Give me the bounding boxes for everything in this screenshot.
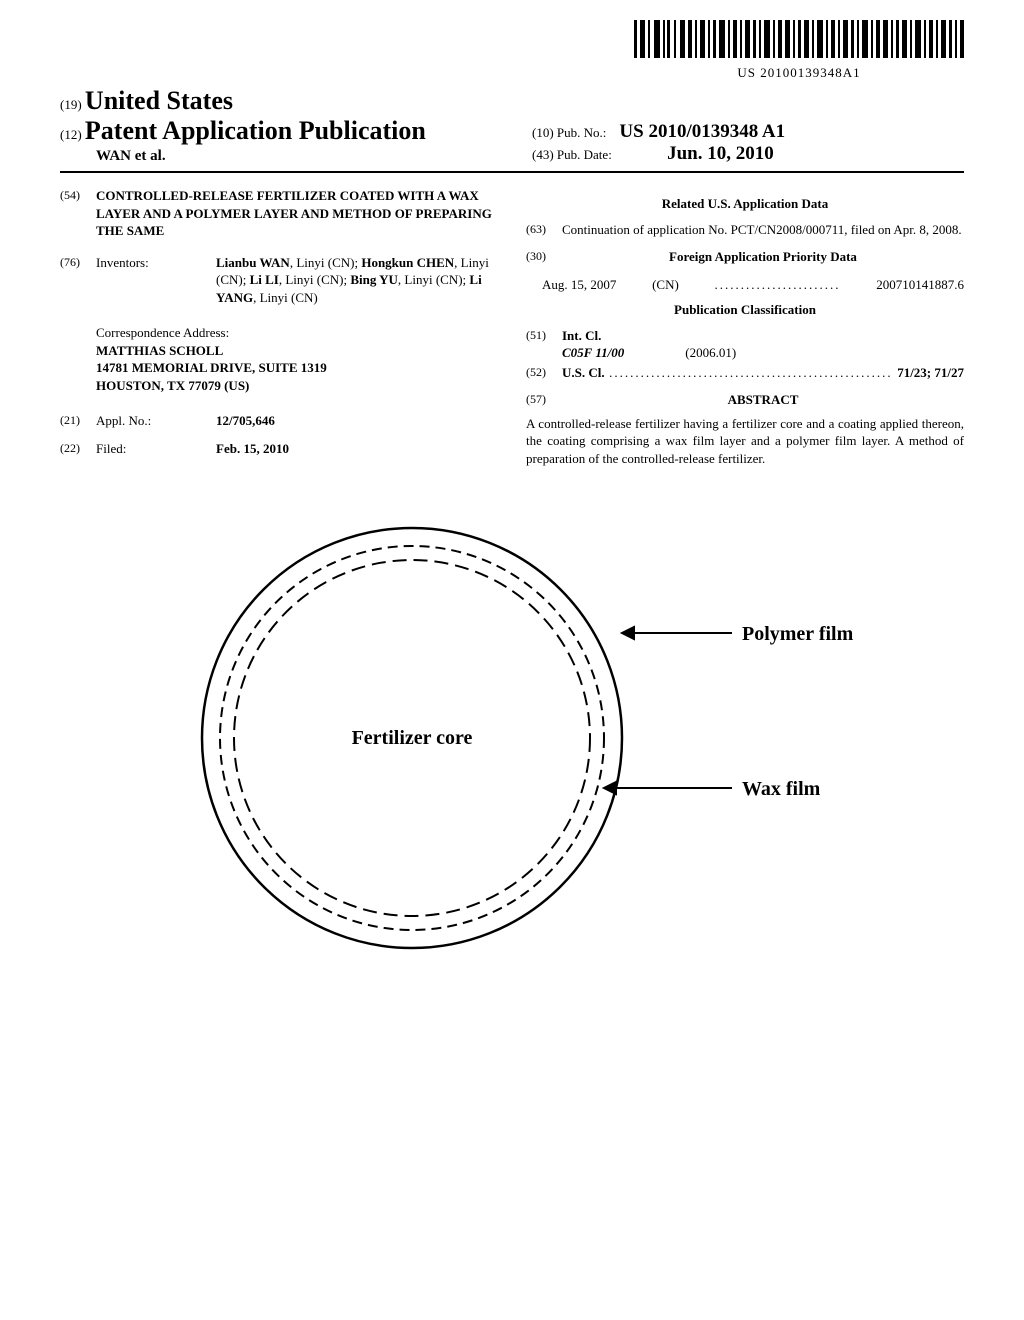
- uscl-code: (52): [526, 364, 562, 382]
- filed-row: (22) Filed: Feb. 15, 2010: [60, 440, 498, 458]
- foreign-code: (30): [526, 248, 562, 266]
- correspondence-address: MATTHIAS SCHOLL 14781 MEMORIAL DRIVE, SU…: [96, 342, 498, 395]
- cont-code: (63): [526, 221, 562, 239]
- pub-no-label: Pub. No.:: [557, 125, 606, 140]
- related-title: Related U.S. Application Data: [526, 195, 964, 213]
- authors-line: WAN et al.: [96, 148, 492, 165]
- pub-no-code: (10): [532, 125, 554, 140]
- pub-type: Patent Application Publication: [85, 116, 426, 145]
- appl-no: 12/705,646: [216, 412, 498, 430]
- intcl-code: (51): [526, 327, 562, 362]
- filed-date: Feb. 15, 2010: [216, 440, 498, 458]
- polymer-arrow: [622, 627, 732, 639]
- inventors-code: (76): [60, 254, 96, 307]
- uscl-content: U.S. Cl. ...............................…: [562, 364, 964, 382]
- foreign-data-row: Aug. 15, 2007 (CN) .....................…: [542, 276, 964, 294]
- wax-arrow: [604, 782, 732, 794]
- figure-area: Fertilizer core Polymer film Wax film: [60, 498, 964, 983]
- country: United States: [85, 86, 233, 115]
- foreign-country: (CN): [652, 276, 679, 294]
- core-label: Fertilizer core: [352, 727, 473, 749]
- fertilizer-diagram: Fertilizer core Polymer film Wax film: [132, 498, 892, 978]
- body-columns: (54) CONTROLLED-RELEASE FERTILIZER COATE…: [60, 187, 964, 468]
- classification-title: Publication Classification: [526, 301, 964, 319]
- uscl-dots: ........................................…: [605, 364, 898, 382]
- header: (19) United States (12) Patent Applicati…: [60, 86, 964, 173]
- abstract-header-row: (57) ABSTRACT: [526, 391, 964, 409]
- polymer-label: Polymer film: [742, 623, 854, 645]
- foreign-row: (30) Foreign Application Priority Data: [526, 248, 964, 266]
- country-line: (19) United States: [60, 86, 492, 116]
- foreign-title: Foreign Application Priority Data: [562, 248, 964, 266]
- filed-code: (22): [60, 440, 96, 458]
- pub-date-code: (43): [532, 147, 554, 162]
- pub-date: Jun. 10, 2010: [667, 143, 774, 164]
- barcode-stripes: [634, 20, 964, 58]
- pub-type-line: (12) Patent Application Publication: [60, 116, 492, 146]
- pub-type-code: (12): [60, 127, 82, 142]
- appl-label: Appl. No.:: [96, 412, 216, 430]
- header-right: (10) Pub. No.: US 2010/0139348 A1 (43) P…: [532, 121, 964, 165]
- title-code: (54): [60, 187, 96, 240]
- inventors-label: Inventors:: [96, 254, 216, 307]
- inventors-row: (76) Inventors: Lianbu WAN, Linyi (CN); …: [60, 254, 498, 307]
- intcl-year: (2006.01): [685, 345, 736, 360]
- appl-row: (21) Appl. No.: 12/705,646: [60, 412, 498, 430]
- right-column: Related U.S. Application Data (63) Conti…: [526, 187, 964, 468]
- barcode: US 20100139348A1: [634, 20, 964, 81]
- continuation-row: (63) Continuation of application No. PCT…: [526, 221, 964, 239]
- correspondence-label: Correspondence Address:: [96, 324, 498, 342]
- abstract-code: (57): [526, 391, 562, 409]
- uscl-row: (52) U.S. Cl. ..........................…: [526, 364, 964, 382]
- wax-label: Wax film: [742, 778, 821, 800]
- barcode-section: US 20100139348A1: [60, 20, 964, 82]
- uscl-value: 71/23; 71/27: [897, 364, 964, 382]
- foreign-date: Aug. 15, 2007: [542, 276, 616, 294]
- foreign-dots: ........................: [715, 276, 841, 294]
- abstract-label: ABSTRACT: [562, 391, 964, 409]
- header-left: (19) United States (12) Patent Applicati…: [60, 86, 492, 165]
- correspondence-block: Correspondence Address: MATTHIAS SCHOLL …: [96, 324, 498, 394]
- filed-label: Filed:: [96, 440, 216, 458]
- pub-no-line: (10) Pub. No.: US 2010/0139348 A1: [532, 121, 964, 143]
- foreign-num: 200710141887.6: [876, 276, 964, 294]
- pub-no: US 2010/0139348 A1: [619, 121, 785, 142]
- barcode-number: US 20100139348A1: [634, 65, 964, 81]
- abstract-text: A controlled-release fertilizer having a…: [526, 415, 964, 468]
- intcl-class: C05F 11/00: [562, 345, 624, 360]
- uscl-label: U.S. Cl.: [562, 364, 605, 382]
- inventors-list: Lianbu WAN, Linyi (CN); Hongkun CHEN, Li…: [216, 254, 498, 307]
- invention-title: CONTROLLED-RELEASE FERTILIZER COATED WIT…: [96, 187, 498, 240]
- appl-code: (21): [60, 412, 96, 430]
- pub-date-line: (43) Pub. Date: Jun. 10, 2010: [532, 143, 964, 165]
- intcl-row: (51) Int. Cl. C05F 11/00 (2006.01): [526, 327, 964, 362]
- intcl-content: Int. Cl. C05F 11/00 (2006.01): [562, 327, 964, 362]
- pub-date-label: Pub. Date:: [557, 147, 612, 162]
- left-column: (54) CONTROLLED-RELEASE FERTILIZER COATE…: [60, 187, 498, 468]
- cont-text: Continuation of application No. PCT/CN20…: [562, 221, 964, 239]
- intcl-label: Int. Cl.: [562, 328, 601, 343]
- country-code: (19): [60, 97, 82, 112]
- title-row: (54) CONTROLLED-RELEASE FERTILIZER COATE…: [60, 187, 498, 240]
